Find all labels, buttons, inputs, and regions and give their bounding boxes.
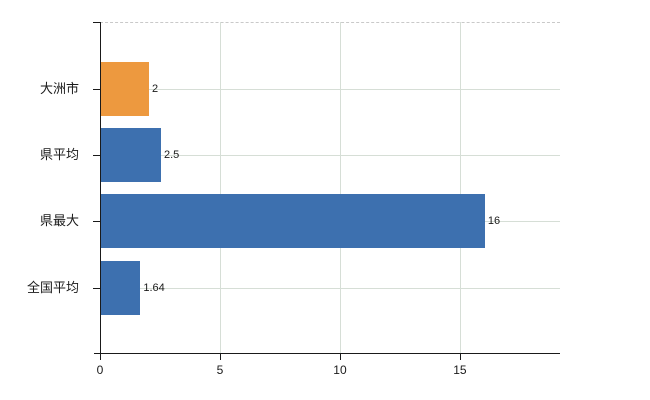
vertical-gridline-5 (219, 22, 221, 353)
horizontal-gridline-1 (100, 155, 560, 156)
y-tick-全国平均 (93, 288, 100, 289)
x-tick-10 (339, 353, 341, 360)
y-tick-大洲市 (93, 89, 100, 90)
value-label-県最大: 16 (487, 215, 501, 227)
y-axis-line (100, 22, 101, 353)
category-label-県平均: 県平均 (39, 147, 79, 162)
x-tick-0 (100, 353, 101, 360)
value-label-全国平均: 1.64 (143, 282, 165, 294)
category-label-県最大: 県最大 (39, 213, 79, 228)
x-tick-15 (459, 353, 461, 360)
y-axis-top-tick (93, 22, 100, 23)
bar-県平均 (101, 128, 161, 182)
x-tick-label-10: 10 (333, 363, 347, 377)
category-label-全国平均: 全国平均 (26, 280, 79, 295)
horizontal-gridline-3 (100, 288, 560, 289)
x-axis-line (94, 353, 560, 354)
bar-全国平均 (101, 261, 141, 315)
x-tick-label-0: 0 (96, 363, 104, 377)
value-label-県平均: 2.5 (163, 149, 180, 161)
value-label-大洲市: 2 (151, 83, 159, 95)
bar-県最大 (101, 194, 485, 248)
y-tick-県平均 (93, 155, 100, 156)
horizontal-gridline-0 (100, 89, 560, 90)
plot-top-border (100, 22, 560, 23)
x-tick-5 (219, 353, 221, 360)
vertical-gridline-15 (459, 22, 461, 353)
y-tick-県最大 (93, 221, 100, 222)
category-label-大洲市: 大洲市 (39, 81, 79, 96)
x-tick-label-5: 5 (216, 363, 224, 377)
x-tick-label-15: 15 (453, 363, 467, 377)
bar-大洲市 (101, 62, 149, 116)
vertical-gridline-10 (339, 22, 341, 353)
